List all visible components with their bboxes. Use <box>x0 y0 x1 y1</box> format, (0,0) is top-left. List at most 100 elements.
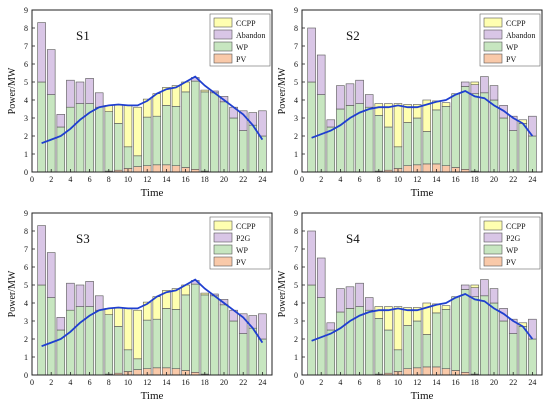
bar-abandon <box>46 49 56 95</box>
bar-wp <box>229 117 238 173</box>
y-tick-label: 8 <box>24 227 28 236</box>
bar-wp <box>200 91 210 172</box>
y-tick-label: 4 <box>24 96 28 105</box>
bar-pv <box>171 368 181 376</box>
bar-p2g <box>470 287 480 298</box>
bar-wp <box>432 312 441 368</box>
y-tick-label: 1 <box>294 353 298 362</box>
x-tick-label: 2 <box>49 175 53 184</box>
bar-wp <box>219 304 229 376</box>
y-tick-label: 3 <box>24 317 28 326</box>
bar-wp <box>508 333 518 376</box>
bar-wp <box>508 130 518 173</box>
y-tick-label: 1 <box>24 353 28 362</box>
x-tick-label: 2 <box>319 175 323 184</box>
bar-wp <box>152 115 162 166</box>
bar-wp <box>307 284 316 376</box>
bar-wp <box>528 135 537 173</box>
bar-pv <box>403 368 412 376</box>
bar-wp <box>499 320 508 376</box>
legend-swatch-pv <box>213 53 233 64</box>
bar-abandon <box>480 76 489 94</box>
y-tick-label: 5 <box>294 281 298 290</box>
bar-ccpp <box>200 292 210 296</box>
bar-wp <box>326 126 336 173</box>
y-tick-label: 4 <box>294 96 298 105</box>
bar-ccpp <box>403 307 412 326</box>
bar-wp <box>403 325 412 370</box>
bar-wp <box>258 338 267 376</box>
bar-ccpp <box>142 301 152 321</box>
bar-ccpp <box>441 102 451 107</box>
x-tick-label: 10 <box>124 378 132 387</box>
x-tick-label: 4 <box>68 378 72 387</box>
bar-abandon <box>355 79 364 104</box>
y-tick-label: 5 <box>24 78 28 87</box>
legend-label-ccpp: CCPP <box>236 222 256 231</box>
plot-frame <box>31 9 273 173</box>
bar-wp <box>441 106 451 167</box>
x-tick-label: 20 <box>220 175 228 184</box>
bar-ccpp <box>142 98 152 118</box>
x-tick-label: 4 <box>68 175 72 184</box>
x-tick-label: 0 <box>30 378 34 387</box>
bar-pv <box>171 165 181 173</box>
x-tick-label: 16 <box>182 175 190 184</box>
legend-label-ccpp: CCPP <box>506 222 526 231</box>
legend-label-ccpp: CCPP <box>236 19 256 28</box>
x-tick-label: 2 <box>319 378 323 387</box>
legend-label-pv: PV <box>506 258 516 267</box>
y-tick-label: 0 <box>24 371 28 380</box>
bar-ccpp <box>422 99 432 132</box>
legend-label-wp: WP <box>506 246 519 255</box>
x-tick-label: 18 <box>471 378 479 387</box>
bar-ccpp <box>200 89 210 93</box>
y-tick-label: 0 <box>294 371 298 380</box>
bar-wp <box>480 295 489 376</box>
bar-wp <box>470 296 480 375</box>
bar-pv <box>422 163 432 173</box>
y-tick-label: 9 <box>294 6 298 15</box>
panel-title: S3 <box>76 231 90 246</box>
panel-title: S4 <box>346 231 360 246</box>
bar-ccpp <box>374 103 384 116</box>
panel-title: S2 <box>346 28 360 43</box>
bar-wp <box>190 283 200 373</box>
bar-abandon <box>85 78 94 104</box>
y-tick-label: 9 <box>294 209 298 218</box>
x-tick-label: 10 <box>394 378 402 387</box>
legend-swatch-ccpp <box>213 17 233 28</box>
bar-wp <box>94 106 104 173</box>
y-tick-label: 5 <box>294 78 298 87</box>
y-tick-label: 1 <box>294 150 298 159</box>
bar-wp <box>489 302 499 376</box>
x-tick-label: 8 <box>107 175 111 184</box>
bar-wp <box>219 101 229 173</box>
y-tick-label: 9 <box>24 6 28 15</box>
y-tick-label: 7 <box>24 245 28 254</box>
y-tick-label: 9 <box>24 209 28 218</box>
bar-wp <box>480 92 489 173</box>
bar-ccpp <box>114 307 123 327</box>
bar-wp <box>460 86 470 170</box>
bar-wp <box>248 327 258 376</box>
bar-wp <box>200 294 210 375</box>
legend-label-wp: WP <box>506 43 519 52</box>
load-line <box>41 278 264 348</box>
bar-wp <box>142 116 152 166</box>
bar-wp <box>37 81 46 173</box>
bar-pv <box>152 164 162 173</box>
bar-wp <box>162 105 171 166</box>
legend-label-p2g: P2G <box>506 234 520 243</box>
bar-wp <box>46 94 56 173</box>
bar-p2g <box>480 279 489 297</box>
bar-p2g <box>258 313 267 340</box>
x-tick-label: 10 <box>124 175 132 184</box>
bar-wp <box>470 93 480 172</box>
bar-pv <box>422 366 432 376</box>
bar-wp <box>258 135 267 173</box>
bar-wp <box>451 296 460 371</box>
